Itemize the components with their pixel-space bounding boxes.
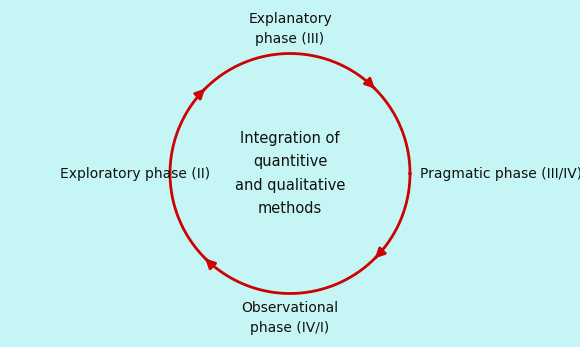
Text: Integration of
quantitive
and qualitative
methods: Integration of quantitive and qualitativ… <box>235 131 345 216</box>
Text: Exploratory phase (II): Exploratory phase (II) <box>60 167 210 180</box>
Text: Pragmatic phase (III/IV): Pragmatic phase (III/IV) <box>420 167 580 180</box>
Text: Observational
phase (IV/I): Observational phase (IV/I) <box>241 302 339 335</box>
Text: Explanatory
phase (III): Explanatory phase (III) <box>248 12 332 45</box>
